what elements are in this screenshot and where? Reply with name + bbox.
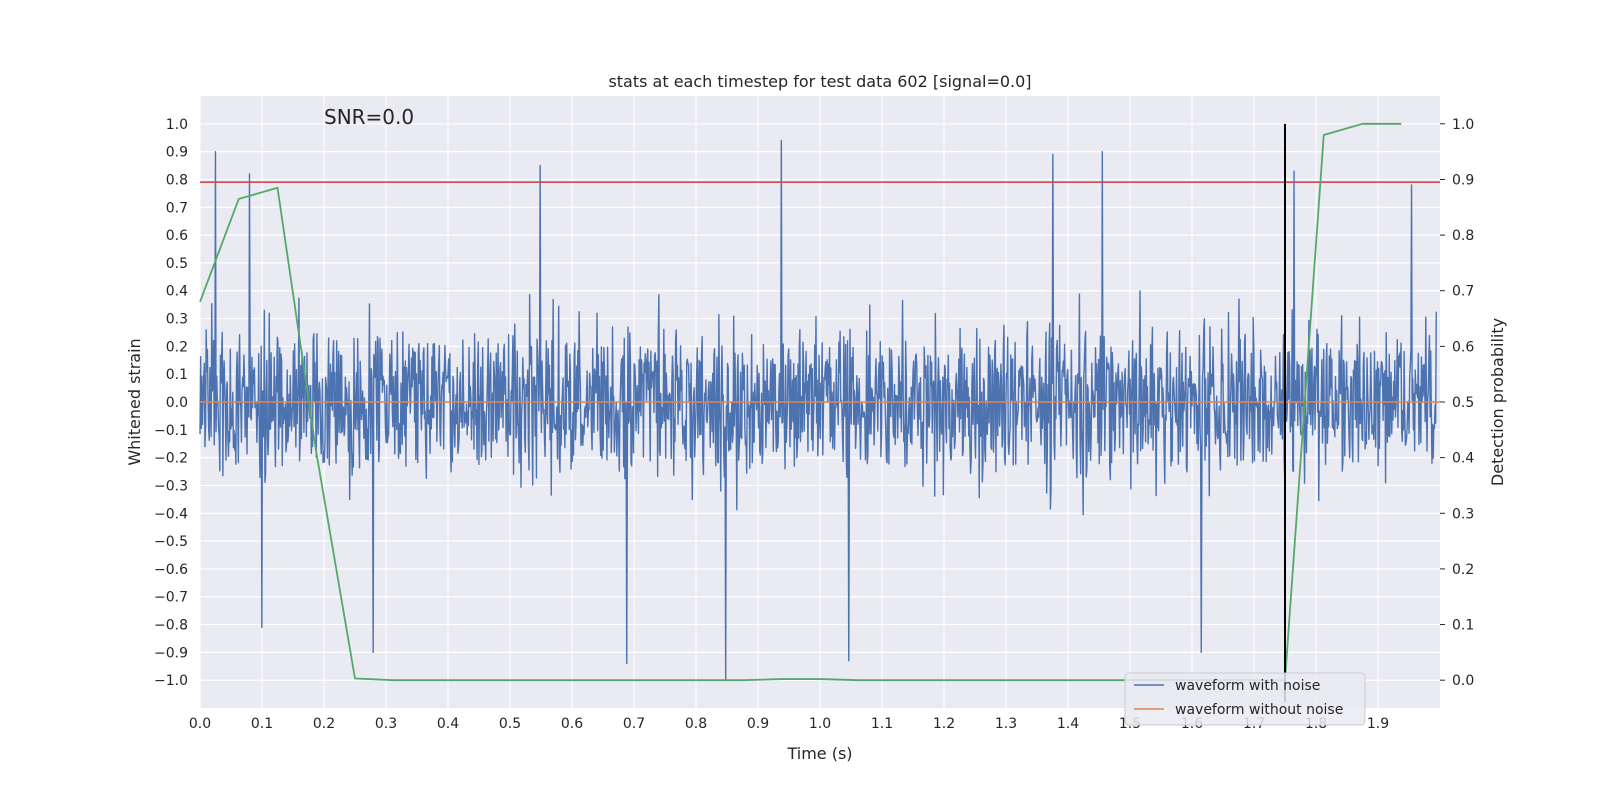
snr-annotation: SNR=0.0 — [324, 105, 414, 129]
y-tick-label: 0.8 — [166, 172, 188, 188]
legend-label-noise: waveform with noise — [1175, 678, 1320, 694]
x-tick-label: 1.1 — [871, 716, 893, 732]
legend: waveform with noise waveform without noi… — [1124, 672, 1366, 726]
x-tick-label: 1.9 — [1367, 716, 1389, 732]
x-tick-label: 0.2 — [313, 716, 335, 732]
y-tick-label: −0.6 — [154, 562, 188, 578]
y2-tick-label: 0.4 — [1452, 451, 1474, 467]
x-tick-label: 1.4 — [1057, 716, 1079, 732]
y2-axis-ticks: 1.0 0.9 0.8 0.7 0.6 0.5 0.4 0.3 0.2 0.1 0.0 — [1440, 117, 1474, 689]
y-tick-label: 0.7 — [166, 200, 188, 216]
x-tick-label: 0.9 — [747, 716, 769, 732]
y-tick-label: −0.5 — [154, 534, 188, 550]
y2-tick-label: 0.6 — [1452, 339, 1474, 355]
y2-tick-label: 1.0 — [1452, 117, 1474, 133]
x-axis-ticks: 0.0 0.1 0.2 0.3 0.4 0.5 0.6 0.7 0.8 0.9 1.0 1.1 1.2 1… — [189, 716, 1389, 732]
y2-tick-label: 0.2 — [1452, 562, 1474, 578]
y-tick-label: −1.0 — [154, 673, 188, 689]
y-tick-label: −0.1 — [154, 423, 188, 439]
y-tick-label: 0.4 — [166, 284, 188, 300]
y2-tick-label: 0.7 — [1452, 284, 1474, 300]
chart-title: stats at each timestep for test data 602… — [608, 72, 1031, 91]
x-tick-label: 0.8 — [685, 716, 707, 732]
y-tick-label: −0.3 — [154, 478, 188, 494]
y2-tick-label: 0.1 — [1452, 618, 1474, 634]
y-tick-label: 0.5 — [166, 256, 188, 272]
y2-tick-label: 0.8 — [1452, 228, 1474, 244]
x-tick-label: 0.7 — [623, 716, 645, 732]
y-tick-label: 0.0 — [166, 395, 188, 411]
y-axis-label: Whitened strain — [125, 338, 144, 465]
y-tick-label: 0.9 — [166, 145, 188, 161]
legend-label-clean: waveform without noise — [1175, 702, 1343, 718]
x-tick-label: 0.3 — [375, 716, 397, 732]
x-tick-label: 0.1 — [251, 716, 273, 732]
legend-box — [1124, 672, 1366, 726]
y2-tick-label: 0.0 — [1452, 673, 1474, 689]
y2-axis-label: Detection probability — [1488, 318, 1507, 486]
x-tick-label: 0.5 — [499, 716, 521, 732]
y2-tick-label: 0.5 — [1452, 395, 1474, 411]
y2-tick-label: 0.3 — [1452, 506, 1474, 522]
y-tick-label: −0.8 — [154, 618, 188, 634]
waveform-with-noise-line — [199, 139, 1437, 681]
x-tick-label: 1.0 — [809, 716, 831, 732]
x-axis-label: Time (s) — [786, 744, 852, 763]
y-tick-label: −0.2 — [154, 451, 188, 467]
x-tick-label: 0.6 — [561, 716, 583, 732]
y-tick-label: −0.4 — [154, 506, 188, 522]
y-tick-label: 0.2 — [166, 339, 188, 355]
y-tick-label: −0.9 — [154, 645, 188, 661]
y-tick-label: 1.0 — [166, 117, 188, 133]
y2-tick-label: 0.9 — [1452, 172, 1474, 188]
y-tick-label: 0.3 — [166, 312, 188, 328]
y-axis-ticks: 1.0 0.9 0.8 0.7 0.6 0.5 0.4 0.3 0.2 0.1 0.0 −0.1 −0.… — [154, 117, 188, 689]
y-tick-label: 0.6 — [166, 228, 188, 244]
y-tick-label: 0.1 — [166, 367, 188, 383]
x-tick-label: 1.3 — [995, 716, 1017, 732]
y-tick-label: −0.7 — [154, 590, 188, 606]
x-tick-label: 0.0 — [189, 716, 211, 732]
x-tick-label: 1.2 — [933, 716, 955, 732]
x-tick-label: 0.4 — [437, 716, 459, 732]
